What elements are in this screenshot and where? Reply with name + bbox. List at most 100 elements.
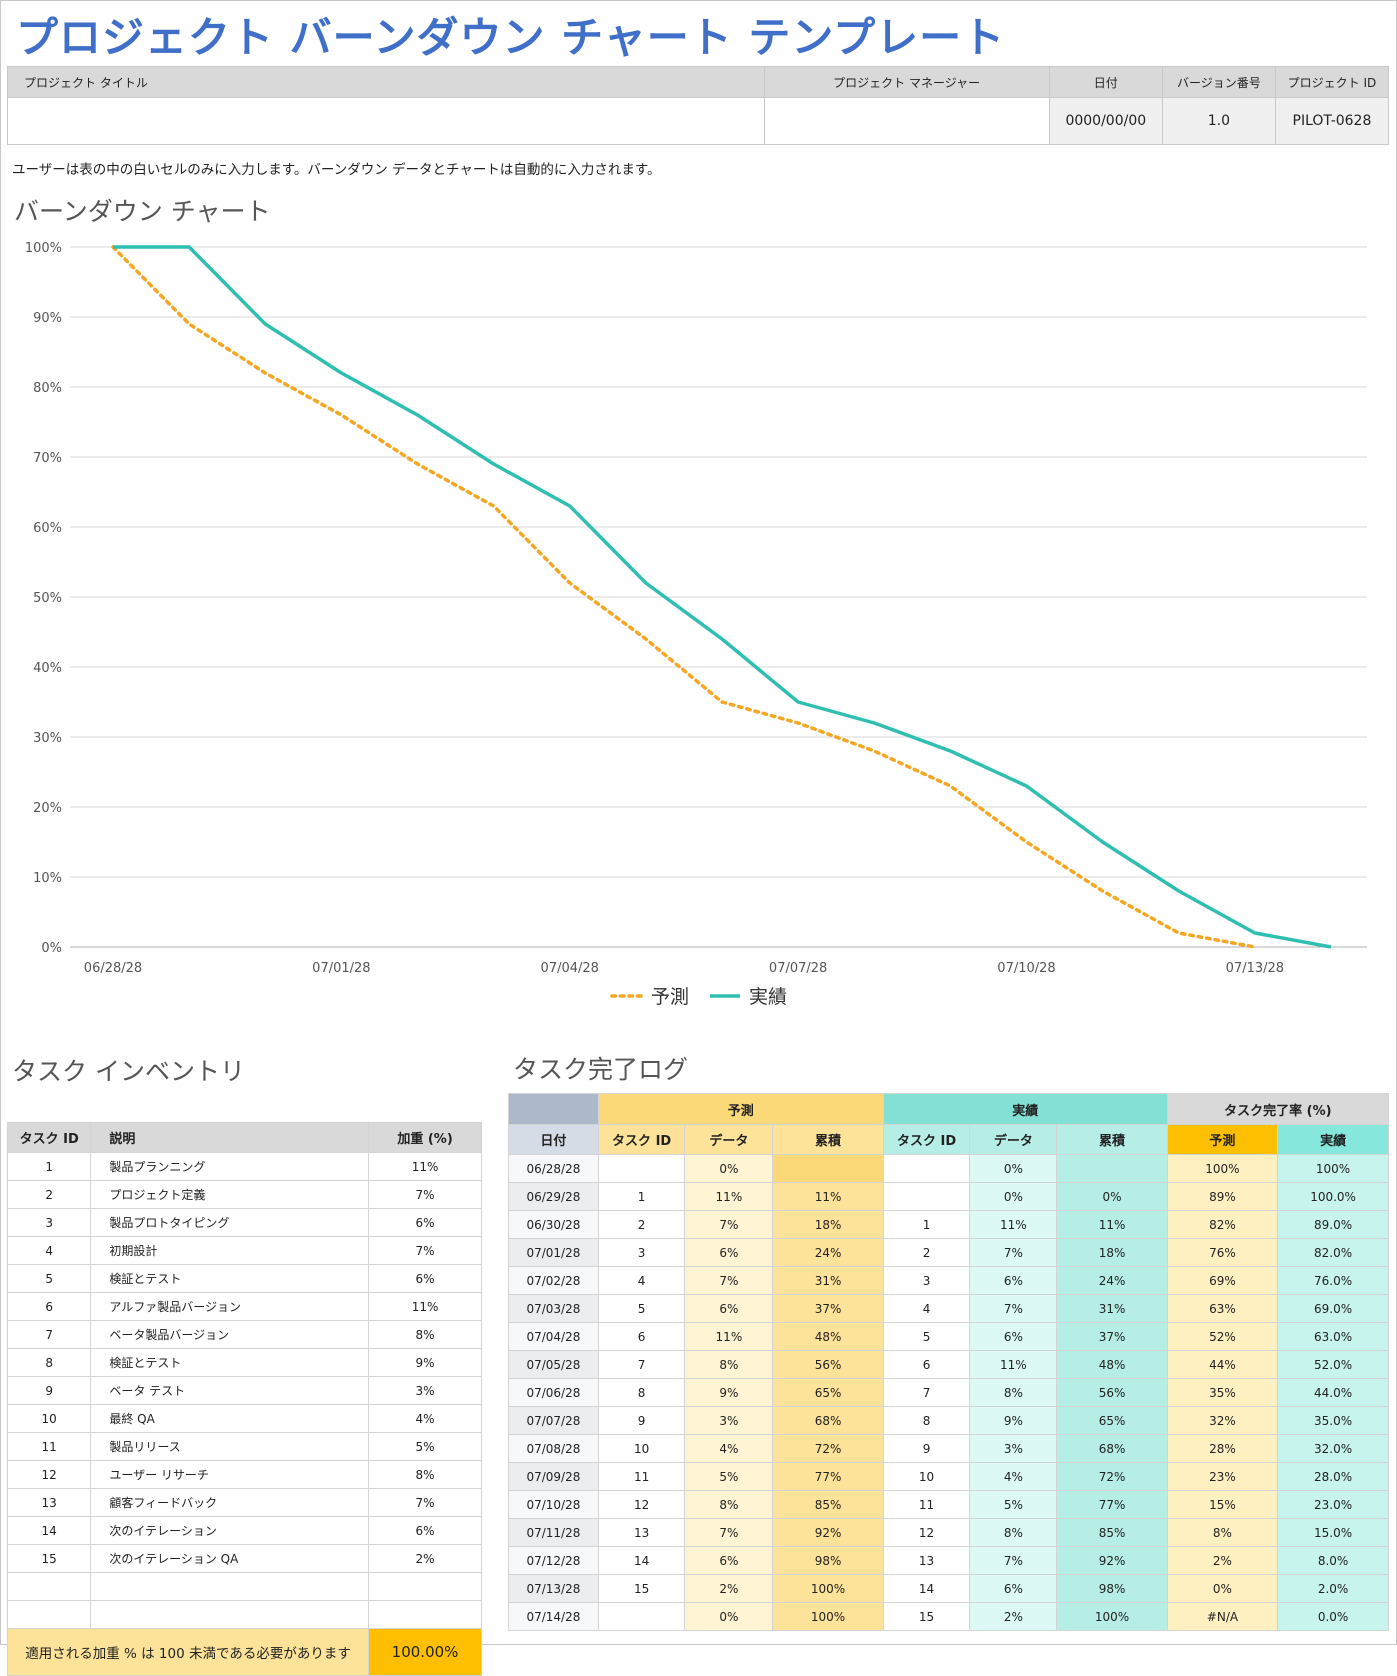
inv-task-id[interactable]: 8 [8,1349,91,1377]
log-actual-task-id[interactable]: 14 [883,1575,970,1603]
log-actual-task-id[interactable]: 12 [883,1519,970,1547]
log-actual-task-id[interactable]: 9 [883,1435,970,1463]
inv-weight[interactable]: 6% [369,1209,482,1237]
inv-description[interactable]: 顧客フィードバック [91,1489,369,1517]
inv-weight[interactable]: 11% [369,1293,482,1321]
inv-weight[interactable]: 6% [369,1517,482,1545]
inv-description[interactable]: ベータ テスト [91,1377,369,1405]
inv-task-id[interactable]: 3 [8,1209,91,1237]
log-forecast-task-id[interactable]: 4 [598,1267,685,1295]
log-forecast-task-id[interactable]: 6 [598,1323,685,1351]
inv-weight[interactable]: 7% [369,1489,482,1517]
log-forecast-task-id[interactable]: 13 [598,1519,685,1547]
inv-description[interactable]: 検証とテスト [91,1265,369,1293]
log-date: 07/09/28 [509,1463,599,1491]
inv-weight[interactable]: 9% [369,1349,482,1377]
log-forecast-task-id[interactable]: 9 [598,1407,685,1435]
log-actual-task-id[interactable]: 5 [883,1323,970,1351]
inv-task-id[interactable]: 2 [8,1181,91,1209]
log-forecast-task-id[interactable]: 11 [598,1463,685,1491]
inv-task-id[interactable]: 14 [8,1517,91,1545]
y-tick-label: 70% [33,451,62,466]
inv-task-id[interactable]: 15 [8,1545,91,1573]
inv-weight[interactable]: 11% [369,1153,482,1181]
inv-weight[interactable]: 8% [369,1461,482,1489]
inv-description[interactable] [91,1601,369,1629]
log-actual-task-id[interactable] [883,1155,970,1183]
log-forecast-task-id[interactable]: 1 [598,1183,685,1211]
inv-description[interactable]: アルファ製品バージョン [91,1293,369,1321]
log-actual-task-id[interactable]: 2 [883,1239,970,1267]
burndown-chart: 0%10%20%30%40%50%60%70%80%90%100%06/28/2… [0,225,1397,1015]
log-actual-task-id[interactable] [883,1183,970,1211]
log-actual-task-id[interactable]: 7 [883,1379,970,1407]
inv-task-id[interactable]: 6 [8,1293,91,1321]
inv-weight[interactable]: 6% [369,1265,482,1293]
log-actual-task-id[interactable]: 1 [883,1211,970,1239]
log-header-date: 日付 [509,1125,599,1155]
inv-task-id[interactable] [8,1601,91,1629]
inv-description[interactable]: 最終 QA [91,1405,369,1433]
log-actual-data: 7% [970,1295,1057,1323]
log-forecast-task-id[interactable]: 10 [598,1435,685,1463]
inv-task-id[interactable]: 5 [8,1265,91,1293]
log-forecast-task-id[interactable] [598,1155,685,1183]
inv-description[interactable]: 製品プロトタイピング [91,1209,369,1237]
inv-description[interactable]: 次のイテレーション [91,1517,369,1545]
inv-task-id[interactable]: 9 [8,1377,91,1405]
project-manager-field[interactable] [764,98,1049,145]
log-forecast-task-id[interactable]: 8 [598,1379,685,1407]
inv-task-id[interactable]: 11 [8,1433,91,1461]
inv-task-id[interactable]: 10 [8,1405,91,1433]
log-forecast-data: 8% [685,1351,773,1379]
log-forecast-task-id[interactable]: 2 [598,1211,685,1239]
log-actual-task-id[interactable]: 4 [883,1295,970,1323]
inv-task-id[interactable]: 4 [8,1237,91,1265]
log-actual-task-id[interactable]: 13 [883,1547,970,1575]
inv-task-id[interactable]: 1 [8,1153,91,1181]
inv-weight[interactable]: 2% [369,1545,482,1573]
inv-description[interactable]: 初期設計 [91,1237,369,1265]
log-actual-task-id[interactable]: 11 [883,1491,970,1519]
inv-weight[interactable]: 8% [369,1321,482,1349]
inv-weight[interactable]: 3% [369,1377,482,1405]
inv-weight[interactable]: 7% [369,1237,482,1265]
inv-task-id[interactable]: 7 [8,1321,91,1349]
inv-description[interactable]: ユーザー リサーチ [91,1461,369,1489]
log-rate-forecast: 89% [1167,1183,1277,1211]
inv-description[interactable]: ベータ製品バージョン [91,1321,369,1349]
inv-weight[interactable] [369,1573,482,1601]
inv-description[interactable]: 製品プランニング [91,1153,369,1181]
project-info-table: プロジェクト タイトル プロジェクト マネージャー 日付 バージョン番号 プロジ… [7,66,1389,145]
log-forecast-task-id[interactable]: 12 [598,1491,685,1519]
inv-task-id[interactable]: 12 [8,1461,91,1489]
log-forecast-task-id[interactable]: 7 [598,1351,685,1379]
log-forecast-data: 9% [685,1379,773,1407]
inv-weight[interactable]: 5% [369,1433,482,1461]
inv-description[interactable]: 検証とテスト [91,1349,369,1377]
log-forecast-task-id[interactable]: 14 [598,1547,685,1575]
log-forecast-task-id[interactable]: 5 [598,1295,685,1323]
log-actual-task-id[interactable]: 8 [883,1407,970,1435]
log-actual-task-id[interactable]: 3 [883,1267,970,1295]
inv-description[interactable]: 次のイテレーション QA [91,1545,369,1573]
log-actual-task-id[interactable]: 15 [883,1603,970,1631]
inv-task-id[interactable]: 13 [8,1489,91,1517]
inv-weight[interactable]: 4% [369,1405,482,1433]
inv-description[interactable]: プロジェクト定義 [91,1181,369,1209]
inv-description[interactable]: 製品リリース [91,1433,369,1461]
inv-weight[interactable]: 7% [369,1181,482,1209]
x-tick-label: 07/10/28 [997,961,1055,976]
log-forecast-task-id[interactable]: 3 [598,1239,685,1267]
log-actual-task-id[interactable]: 10 [883,1463,970,1491]
project-title-field[interactable] [8,98,765,145]
inv-task-id[interactable] [8,1573,91,1601]
log-rate-forecast: 100% [1167,1155,1277,1183]
inv-weight[interactable] [369,1601,482,1629]
log-forecast-task-id[interactable]: 15 [598,1575,685,1603]
inv-description[interactable] [91,1573,369,1601]
log-forecast-task-id[interactable] [598,1603,685,1631]
log-actual-task-id[interactable]: 6 [883,1351,970,1379]
